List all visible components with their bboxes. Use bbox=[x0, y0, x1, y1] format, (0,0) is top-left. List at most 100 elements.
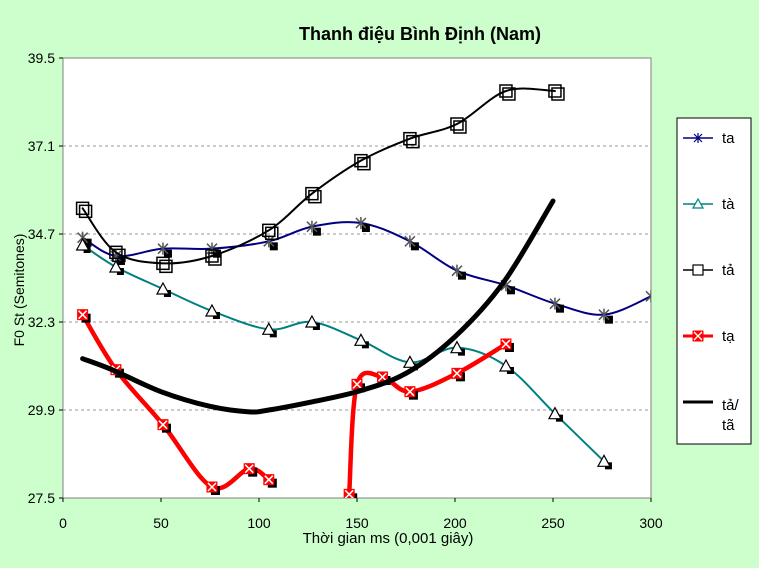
data-point bbox=[645, 290, 660, 305]
marker-cross bbox=[352, 379, 362, 389]
legend-entry: tả bbox=[683, 262, 735, 279]
legend-entry: ta bbox=[683, 130, 735, 147]
data-point bbox=[451, 264, 466, 280]
data-point bbox=[263, 474, 277, 488]
grid bbox=[63, 145, 651, 411]
y-tick-label: 32.3 bbox=[28, 314, 55, 330]
data-point bbox=[500, 338, 514, 352]
marker-shape bbox=[596, 454, 611, 467]
marker-cross bbox=[452, 368, 462, 378]
data-point bbox=[547, 406, 563, 422]
marker-shape bbox=[306, 220, 318, 233]
x-tick-label: 150 bbox=[345, 515, 369, 531]
x-tick-label: 0 bbox=[59, 515, 67, 531]
marker-cross bbox=[405, 387, 415, 397]
marker-shape-offset bbox=[112, 248, 126, 263]
data-point bbox=[548, 84, 565, 101]
marker-shape bbox=[75, 201, 90, 216]
marker-shape bbox=[155, 281, 170, 295]
marker-cross bbox=[344, 489, 354, 498]
data-point bbox=[451, 367, 465, 382]
data-point bbox=[75, 201, 93, 219]
legend-box bbox=[676, 117, 752, 445]
data-point bbox=[404, 386, 418, 400]
y-tick-label: 37.1 bbox=[28, 138, 55, 154]
data-point bbox=[354, 153, 371, 171]
marker-shape-offset bbox=[357, 156, 371, 171]
legend-label-ta-nga: tã bbox=[722, 417, 735, 434]
legend-label: tạ bbox=[722, 328, 735, 345]
data-point bbox=[206, 481, 220, 495]
data-point bbox=[204, 303, 220, 319]
marker-cross bbox=[78, 310, 88, 320]
marker-shape-offset bbox=[551, 87, 565, 101]
data-point bbox=[596, 454, 612, 470]
legend-marker bbox=[692, 264, 704, 276]
marker-shape bbox=[404, 235, 416, 248]
marker-shape bbox=[157, 242, 169, 255]
marker-cross bbox=[377, 372, 388, 382]
marker-shape-offset bbox=[406, 134, 420, 149]
marker-shape bbox=[598, 308, 610, 321]
marker-shape bbox=[355, 217, 367, 229]
marker-shape bbox=[451, 264, 463, 277]
marker-cross bbox=[501, 339, 511, 349]
marker-shape bbox=[109, 245, 123, 260]
data-point bbox=[403, 131, 420, 149]
data-point bbox=[498, 358, 514, 374]
legend-label: tà bbox=[722, 196, 735, 213]
series-t-t- bbox=[80, 198, 556, 415]
marker-shape bbox=[498, 358, 513, 372]
x-tick-label: 50 bbox=[153, 515, 169, 531]
series-ta bbox=[77, 217, 660, 324]
data-point bbox=[549, 297, 564, 313]
data-point bbox=[305, 186, 322, 204]
marker-shape bbox=[403, 131, 417, 146]
data-point bbox=[155, 281, 171, 297]
x-tick-label: 300 bbox=[639, 515, 663, 531]
data-point bbox=[156, 256, 173, 274]
marker-shape-offset bbox=[159, 259, 173, 274]
x-tick-label: 200 bbox=[443, 515, 467, 531]
series-t- bbox=[75, 237, 612, 470]
data-point bbox=[598, 308, 613, 324]
marker-shape-offset bbox=[453, 120, 467, 134]
marker-shape bbox=[261, 322, 276, 335]
series-line bbox=[80, 198, 556, 415]
data-point bbox=[355, 217, 370, 232]
series-t- bbox=[75, 84, 565, 274]
marker-shape bbox=[304, 314, 319, 328]
data-point bbox=[262, 223, 279, 241]
marker-shape bbox=[205, 249, 219, 263]
marker-shape bbox=[402, 355, 417, 368]
marker-shape bbox=[354, 153, 368, 168]
legend-entry: tạ bbox=[683, 328, 735, 345]
marker-cross bbox=[158, 420, 168, 430]
data-point bbox=[108, 259, 124, 275]
marker-shape bbox=[262, 223, 276, 238]
marker-shape bbox=[547, 406, 562, 420]
y-axis-label: F0 St (Semitones) bbox=[11, 234, 27, 347]
marker-shape-offset bbox=[265, 226, 279, 241]
data-point bbox=[353, 333, 369, 349]
data-point bbox=[109, 245, 126, 263]
marker-shape bbox=[156, 256, 170, 271]
y-tick-label: 27.5 bbox=[28, 490, 55, 506]
series-line bbox=[81, 87, 556, 265]
marker-shape-offset bbox=[208, 252, 222, 266]
data-point bbox=[450, 117, 467, 134]
marker-shape bbox=[353, 333, 368, 346]
marker-shape bbox=[450, 117, 464, 131]
data-point bbox=[205, 249, 222, 266]
data-point bbox=[449, 340, 465, 356]
y-tick-label: 29.9 bbox=[28, 402, 55, 418]
marker-cross bbox=[264, 475, 274, 485]
data-point bbox=[404, 235, 419, 251]
marker-shadow bbox=[652, 297, 660, 305]
legend-label-ta-dac: tả/ bbox=[722, 397, 740, 414]
data-point bbox=[243, 463, 258, 477]
marker-shape-offset bbox=[78, 204, 93, 219]
data-point bbox=[306, 220, 321, 236]
marker-shape-offset bbox=[502, 87, 516, 101]
marker-shape bbox=[204, 303, 219, 317]
